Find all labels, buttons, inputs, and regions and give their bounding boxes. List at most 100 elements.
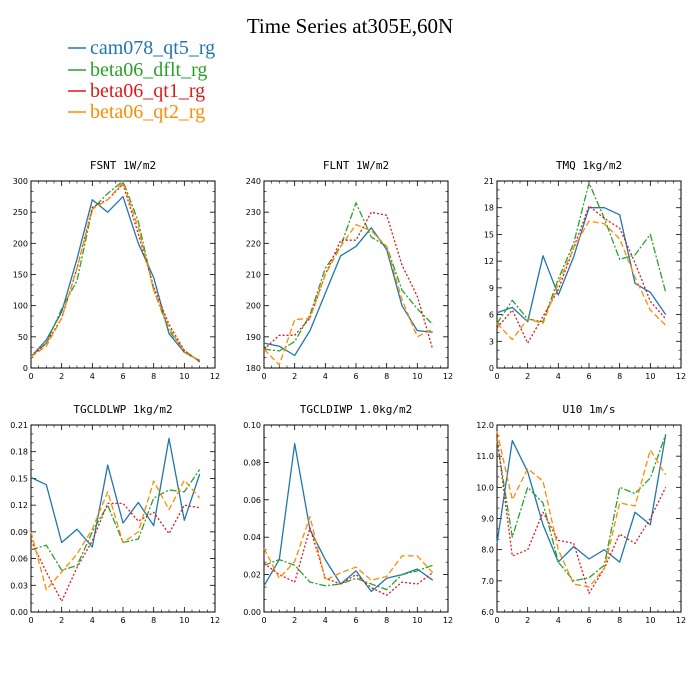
y-tick-label: 0.21 xyxy=(10,421,28,430)
y-tick-label: 6.0 xyxy=(481,608,494,617)
legend-label-0: cam078_qt5_rg xyxy=(90,37,215,59)
series-line-beta06_qt1_rg xyxy=(496,437,667,594)
panel-tgcldiwp: TGCLDIWP 1.0kg/m2 0 2 4 6 8 10 12 0.00 0.02 0.04 0.… xyxy=(243,403,453,625)
y-tick-label: 0.00 xyxy=(243,608,261,617)
legend: cam078_qt5_rg beta06_dflt_rg beta06_qt1_… xyxy=(68,37,215,123)
y-tick-label: 18 xyxy=(484,204,494,213)
x-tick-label: 2 xyxy=(525,616,530,625)
x-tick-label: 2 xyxy=(292,372,297,381)
x-tick-label: 12 xyxy=(676,372,686,381)
y-tick-label: 100 xyxy=(13,302,28,311)
y-tick-label: 0.06 xyxy=(10,555,28,564)
y-tick-label: 190 xyxy=(246,333,261,342)
legend-label-1: beta06_dflt_rg xyxy=(90,59,207,81)
panel-u10: U10 1m/s 0 2 4 6 8 10 12 6.0 7.0 8.0 9.0 10.0 11.0 12.… xyxy=(476,403,686,625)
x-tick-label: 12 xyxy=(676,616,686,625)
x-tick-label: 4 xyxy=(323,616,328,625)
series-line-cam078_qt5_rg xyxy=(30,195,201,362)
legend-label-3: beta06_qt2_rg xyxy=(90,101,205,123)
x-tick-label: 0 xyxy=(28,616,33,625)
x-tick-label: 8 xyxy=(384,616,389,625)
y-tick-label: 210 xyxy=(246,271,261,280)
x-tick-label: 12 xyxy=(443,616,453,625)
x-tick-label: 6 xyxy=(353,616,358,625)
series-line-beta06_qt1_rg xyxy=(263,211,434,350)
series-line-beta06_qt1_rg xyxy=(30,502,200,602)
x-tick-label: 6 xyxy=(353,372,358,381)
x-tick-label: 8 xyxy=(151,372,156,381)
panel-title: TMQ 1kg/m2 xyxy=(556,159,622,172)
y-tick-label: 300 xyxy=(13,177,28,186)
y-tick-label: 0 xyxy=(489,364,494,373)
x-tick-label: 10 xyxy=(645,616,655,625)
series-line-beta06_dflt_rg xyxy=(30,469,201,571)
x-tick-label: 10 xyxy=(179,372,189,381)
series-line-beta06_qt1_rg xyxy=(496,205,667,344)
x-tick-label: 8 xyxy=(384,372,389,381)
x-tick-label: 2 xyxy=(59,616,64,625)
x-tick-label: 2 xyxy=(59,372,64,381)
figure-title: Time Series at305E,60N xyxy=(247,14,453,38)
x-tick-label: 0 xyxy=(261,616,266,625)
y-tick-label: 0.08 xyxy=(243,458,261,467)
y-tick-label: 0.15 xyxy=(10,474,28,483)
series-line-cam078_qt5_rg xyxy=(496,207,667,323)
y-tick-label: 9.0 xyxy=(481,515,494,524)
series-line-beta06_dflt_rg xyxy=(263,202,434,352)
x-tick-label: 10 xyxy=(412,616,422,625)
y-tick-label: 240 xyxy=(246,177,261,186)
series-line-beta06_qt2_rg xyxy=(30,479,201,591)
y-tick-label: 50 xyxy=(18,333,28,342)
y-tick-label: 3 xyxy=(489,337,494,346)
y-tick-label: 0.09 xyxy=(10,528,28,537)
x-tick-label: 10 xyxy=(412,372,422,381)
x-tick-label: 12 xyxy=(443,372,453,381)
y-tick-label: 7.0 xyxy=(481,577,494,586)
y-tick-label: 220 xyxy=(246,239,261,248)
x-tick-label: 12 xyxy=(210,372,220,381)
y-tick-label: 6 xyxy=(489,311,494,320)
y-tick-label: 0 xyxy=(23,364,28,373)
x-tick-label: 10 xyxy=(179,616,189,625)
y-tick-label: 0.10 xyxy=(243,421,261,430)
y-tick-label: 200 xyxy=(13,239,28,248)
x-tick-label: 8 xyxy=(151,616,156,625)
y-tick-label: 9 xyxy=(489,284,494,293)
panel-title: U10 1m/s xyxy=(563,403,616,416)
series-line-beta06_dflt_rg xyxy=(496,182,667,324)
x-tick-label: 4 xyxy=(90,616,95,625)
y-tick-label: 15 xyxy=(484,230,494,239)
x-tick-label: 6 xyxy=(120,372,125,381)
y-tick-label: 12.0 xyxy=(476,421,494,430)
panel-title: FSNT 1W/m2 xyxy=(90,159,156,172)
x-tick-label: 4 xyxy=(556,372,561,381)
y-tick-label: 11.0 xyxy=(476,452,494,461)
series-line-beta06_dflt_rg xyxy=(30,180,201,363)
series-line-beta06_qt2_rg xyxy=(496,431,667,588)
y-tick-label: 0.18 xyxy=(10,448,28,457)
x-tick-label: 6 xyxy=(586,372,591,381)
y-tick-label: 0.03 xyxy=(10,581,28,590)
x-tick-label: 2 xyxy=(292,616,297,625)
series-line-beta06_qt2_rg xyxy=(30,181,201,362)
x-tick-label: 0 xyxy=(494,616,499,625)
series-line-beta06_qt2_rg xyxy=(263,515,434,581)
series-line-cam078_qt5_rg xyxy=(30,437,201,548)
y-tick-label: 200 xyxy=(246,302,261,311)
y-tick-label: 10.0 xyxy=(476,483,494,492)
panel-flnt: FLNT 1W/m2 0 2 4 6 8 10 12 180 190 200 210 220 230 240 xyxy=(246,159,453,381)
y-tick-label: 0.06 xyxy=(243,496,261,505)
series-line-beta06_dflt_rg xyxy=(263,558,433,591)
panel-fsnt: FSNT 1W/m2 0 2 4 6 8 10 12 0 50 100 150 200 250 300 xyxy=(13,159,220,381)
x-tick-label: 4 xyxy=(90,372,95,381)
x-tick-label: 0 xyxy=(494,372,499,381)
y-tick-label: 0.04 xyxy=(243,533,261,542)
x-tick-label: 12 xyxy=(210,616,220,625)
x-tick-label: 4 xyxy=(556,616,561,625)
x-tick-label: 4 xyxy=(323,372,328,381)
y-tick-label: 180 xyxy=(246,364,261,373)
panel-title: FLNT 1W/m2 xyxy=(323,159,389,172)
x-tick-label: 10 xyxy=(645,372,655,381)
